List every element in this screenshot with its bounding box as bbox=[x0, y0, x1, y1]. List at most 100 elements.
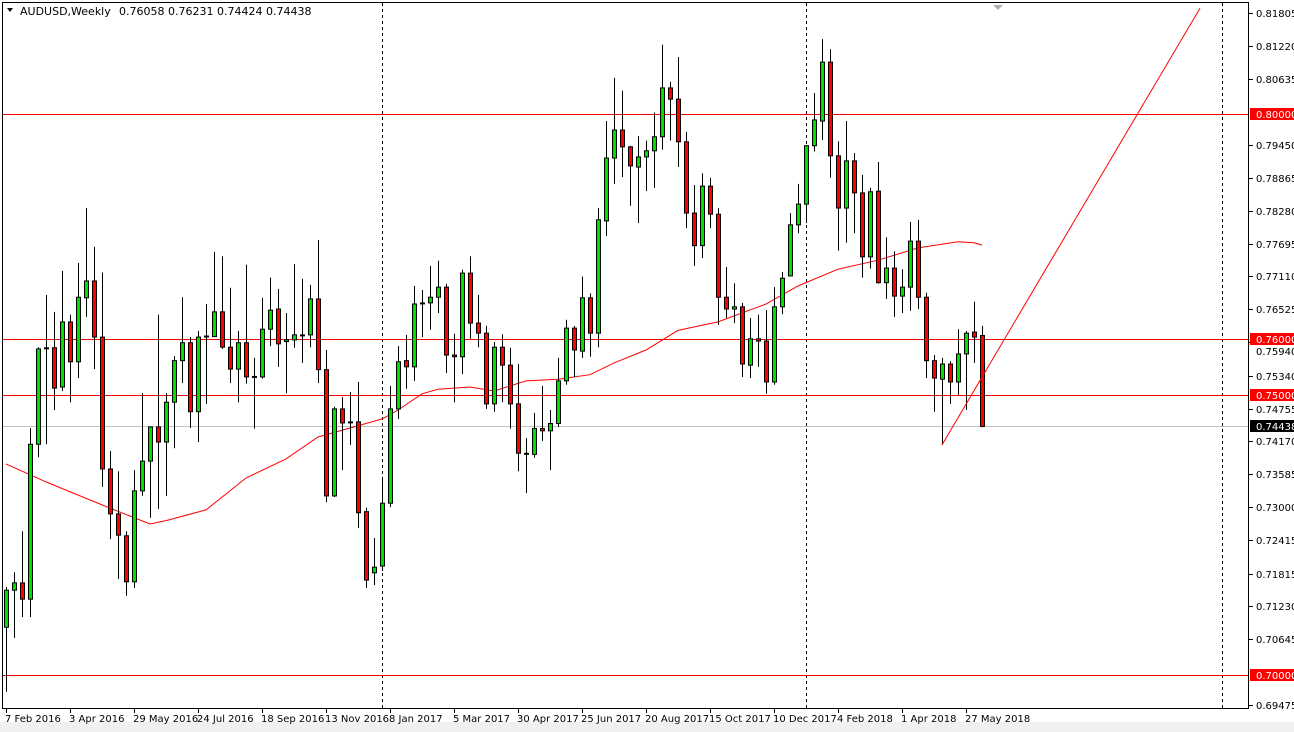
level-price-label-box bbox=[1250, 389, 1294, 401]
candle-body-bear bbox=[540, 428, 545, 432]
candle bbox=[628, 145, 633, 206]
candle bbox=[668, 81, 673, 141]
candle-doji bbox=[300, 334, 305, 337]
candle bbox=[4, 586, 9, 692]
candle-body-bull bbox=[164, 401, 169, 443]
candle-body-bear bbox=[692, 212, 697, 247]
y-tick-label: 0.81805 bbox=[1256, 9, 1294, 20]
candle-body-bull bbox=[564, 327, 569, 382]
candle bbox=[748, 318, 753, 379]
trendline[interactable] bbox=[941, 7, 1201, 446]
candle bbox=[556, 357, 561, 427]
ohlc-values: 0.76058 0.76231 0.74424 0.74438 bbox=[119, 5, 311, 18]
y-tick-label: 0.77695 bbox=[1256, 240, 1294, 251]
candle-body-bull bbox=[372, 566, 377, 574]
candle-body-bull bbox=[636, 156, 641, 168]
candle bbox=[76, 263, 81, 379]
candle bbox=[508, 347, 513, 429]
candle bbox=[948, 361, 953, 404]
candle-doji bbox=[44, 347, 49, 350]
candle-body-bull bbox=[140, 460, 145, 492]
candle-body-bear bbox=[508, 364, 513, 405]
candle-body-bear bbox=[716, 213, 721, 298]
candle bbox=[724, 266, 729, 319]
candle bbox=[820, 39, 825, 141]
candle-body-bull bbox=[4, 589, 9, 628]
candle bbox=[836, 141, 841, 251]
candle-body-bull bbox=[604, 157, 609, 222]
candle-body-bear bbox=[444, 286, 449, 356]
level-price-label: 0.76000 bbox=[1256, 335, 1294, 346]
candle-body-bear bbox=[476, 322, 481, 334]
candle-body-bear bbox=[932, 360, 937, 379]
candle bbox=[940, 357, 945, 445]
x-tick-label: 29 May 2016 bbox=[133, 714, 198, 725]
horizontal-levels[interactable] bbox=[3, 114, 1248, 676]
candle bbox=[692, 185, 697, 266]
candle-body-bear bbox=[100, 336, 105, 470]
candle bbox=[300, 278, 305, 363]
x-tick-label: 4 Feb 2018 bbox=[837, 714, 893, 725]
candle bbox=[12, 572, 17, 638]
candle bbox=[444, 283, 449, 374]
candle bbox=[404, 334, 409, 389]
candle-body-bull bbox=[940, 363, 945, 380]
candle-body-bear bbox=[228, 346, 233, 370]
candle bbox=[260, 297, 265, 379]
candle bbox=[412, 286, 417, 381]
candle bbox=[796, 183, 801, 234]
candle-body-bear bbox=[852, 160, 857, 194]
level-price-label: 0.70000 bbox=[1256, 671, 1294, 682]
candle bbox=[420, 289, 425, 338]
candle-body-bull bbox=[956, 353, 961, 383]
candle bbox=[900, 269, 905, 313]
candle-body-bull bbox=[596, 219, 601, 334]
candle-body-bear bbox=[468, 272, 473, 324]
candle-body-bull bbox=[652, 136, 657, 152]
candle bbox=[396, 346, 401, 420]
window-bottom-bar bbox=[0, 722, 1294, 732]
candle bbox=[700, 173, 705, 258]
candle-body-bull bbox=[308, 298, 313, 336]
candle-body-bull bbox=[820, 61, 825, 122]
candle bbox=[956, 329, 961, 395]
candle-body-bear bbox=[108, 468, 113, 515]
candle bbox=[252, 357, 257, 429]
candle bbox=[636, 136, 641, 224]
candle-body-bear bbox=[676, 98, 681, 143]
candle bbox=[212, 251, 217, 338]
candle-body-bear bbox=[276, 308, 281, 345]
candle-body-bear bbox=[356, 421, 361, 514]
candle-body-bull bbox=[436, 286, 441, 298]
chart-shift-marker-icon[interactable] bbox=[993, 5, 1003, 10]
candle bbox=[732, 283, 737, 324]
candle-body-bull bbox=[148, 426, 153, 462]
trendline-group[interactable] bbox=[941, 7, 1201, 446]
candle-body-bull bbox=[60, 321, 65, 388]
dropdown-triangle-icon[interactable] bbox=[7, 8, 13, 12]
candle bbox=[828, 49, 833, 178]
candle bbox=[324, 350, 329, 503]
candle bbox=[460, 269, 465, 375]
candle bbox=[132, 470, 137, 588]
y-tick-label: 0.81220 bbox=[1256, 42, 1294, 53]
candle-body-bull bbox=[428, 296, 433, 304]
x-tick-label: 5 Mar 2017 bbox=[453, 714, 510, 725]
candle-body-bear bbox=[948, 363, 953, 383]
level-price-label: 0.75000 bbox=[1256, 391, 1294, 402]
candle-doji bbox=[204, 335, 209, 338]
y-tick-label: 0.70645 bbox=[1256, 635, 1294, 646]
candle-body-bear bbox=[220, 311, 225, 348]
candle bbox=[812, 92, 817, 152]
candle-body-bull bbox=[388, 408, 393, 504]
candle-body-bear bbox=[324, 369, 329, 497]
candle bbox=[924, 292, 929, 379]
candle-body-bear bbox=[156, 426, 161, 443]
candle bbox=[916, 219, 921, 310]
candle bbox=[28, 428, 33, 618]
candle-body-bear bbox=[588, 297, 593, 334]
candle-body-bull bbox=[556, 380, 561, 425]
candle-body-bear bbox=[340, 408, 345, 424]
